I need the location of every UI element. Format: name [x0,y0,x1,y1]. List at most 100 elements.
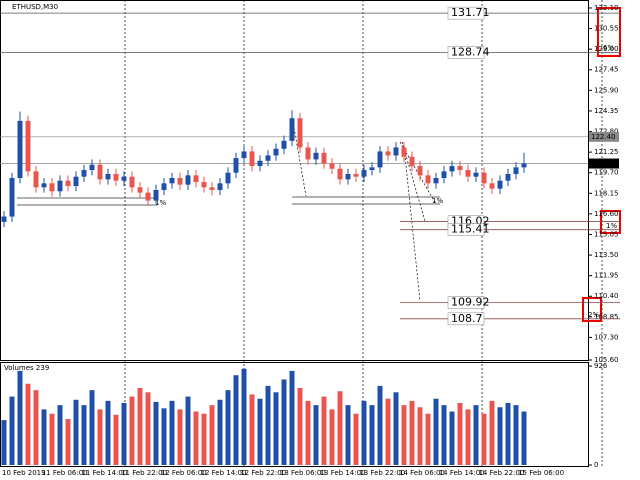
price-tag-label: 122.40 [591,133,616,141]
volume-bar [265,385,271,465]
volume-bar [497,407,503,465]
volume-bar [473,405,479,465]
x-tick-label: 11 Feb 06:00 [42,469,88,477]
candle-body [97,164,103,180]
candle-body [121,176,127,181]
volume-bar [201,413,207,465]
volume-bar [185,396,191,465]
percent-label: 1% [432,197,443,205]
volume-bar [337,391,343,465]
volume-bar [417,407,423,465]
volume-bar [329,409,335,465]
candle-body [329,163,335,169]
level-box [447,6,485,20]
percent-label: 1% [155,199,166,207]
candle-body [177,178,183,185]
volume-bar [377,385,383,465]
candle-body [401,147,407,157]
volume-bar [121,402,127,465]
candle-body [521,163,527,168]
candle-body [137,187,143,193]
y-tick-label: 0 [594,461,598,469]
volume-bar [193,411,199,465]
volume-bar [433,398,439,465]
volume-bar [233,375,239,465]
candle-body [49,183,55,192]
y-tick-label: 111.95 [594,272,619,280]
volume-bar [465,409,471,465]
volume-bar [313,405,319,465]
percent-label: 1% [606,222,617,230]
candle-body [193,175,199,182]
volume-bar [297,388,303,465]
candle-body [441,171,447,179]
highlights [582,7,621,322]
volume-bar [361,400,367,465]
volume-bar [225,390,231,465]
y-tick-label: 110.40 [594,292,619,300]
volume-frame [0,362,589,467]
x-tick-label: 11 Feb 22:00 [121,469,167,477]
y-tick-label: 118.15 [594,189,619,197]
candle-body [241,151,247,159]
candle-body [305,147,311,160]
candle-body [321,152,327,164]
level-label: 128.74 [451,46,490,59]
candle-body [33,171,39,188]
y-tick-label: 124.35 [594,107,619,115]
volume-bar [41,409,47,465]
volume-bar [105,400,111,465]
candle-body [41,183,47,188]
volume-bar [153,401,159,465]
candle-body [249,151,255,167]
volume-bar [33,390,39,465]
candle-body [113,174,119,181]
y-tick-label: 125.90 [594,86,619,94]
chart-title: ETHUSD,M30 [12,3,58,11]
y-tick-label: 108.85 [594,313,619,321]
x-tick-label: 12 Feb 06:00 [161,469,207,477]
volume-bar [305,400,311,465]
y-tick-label: 129.00 [594,45,619,53]
volume-bar [449,411,455,465]
candle-body [417,166,423,176]
y-tick-label: 121.25 [594,148,619,156]
candle-body [185,175,191,185]
candle-body [81,170,87,177]
volume-bar [321,396,327,465]
candle-body [217,183,223,190]
highlight-box [582,297,602,322]
y-tick-label: 122.80 [594,128,619,136]
volume-bar [177,409,183,465]
candle-body [145,192,151,201]
x-tick-label: 15 Feb 06:00 [518,469,564,477]
volume-bar [345,405,351,465]
volume-bar [369,405,375,465]
candle-body [337,168,343,180]
y-tick-label: 132.10 [594,4,619,12]
volume-bar [161,408,167,465]
volume-bar [489,400,495,465]
candle-body [57,180,63,192]
x-tick-label: 14 Feb 06:00 [399,469,445,477]
candle-body [265,155,271,161]
candle-body [153,189,159,201]
volume-bar [97,409,103,465]
volume-bar [89,390,95,465]
x-tick-label: 13 Feb 06:00 [280,469,326,477]
volume-bar [241,368,247,465]
candle-body [201,181,207,188]
candle-body [313,152,319,160]
volume-bar [409,400,415,465]
candle-body [25,120,31,172]
volume-bar [1,420,7,465]
candle-body [129,176,135,188]
y-tick-label: 926 [594,362,608,370]
volume-bar [65,419,71,465]
volume-bar [257,398,263,465]
candle-body [489,183,495,189]
volume-bar [145,392,151,465]
volume-bar [521,411,527,465]
